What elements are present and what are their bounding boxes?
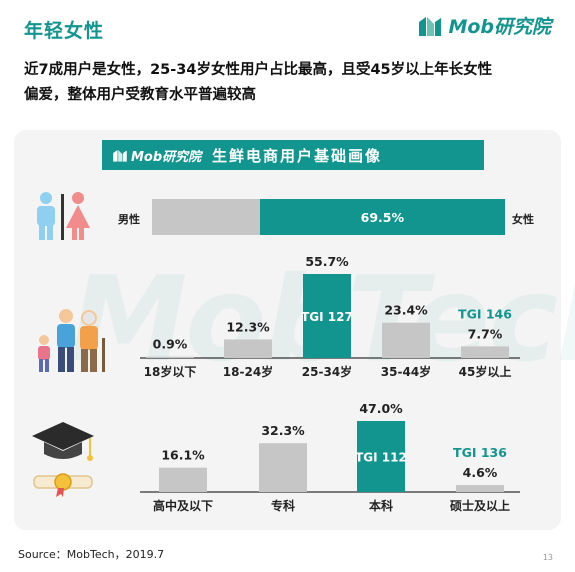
edu-category-label-3: 硕士及以上 xyxy=(450,498,510,513)
age-bar-2 xyxy=(303,274,351,358)
banner-logo-text: Mob研究院 xyxy=(131,149,202,165)
age-value-label-4: 7.7% xyxy=(468,326,503,341)
headline: 近7成用户是女性，25-34岁女性用户占比最高，且受45岁以上年长女性 偏爱，整… xyxy=(24,58,554,108)
age-bar-1 xyxy=(224,339,272,358)
age-bar-3 xyxy=(382,322,430,358)
mob-logo: Mob研究院 xyxy=(417,12,551,39)
age-category-label-0: 18岁以下 xyxy=(144,364,197,379)
gender-bar-female: 69.5% xyxy=(259,199,505,235)
gender-female-value-label: 69.5% xyxy=(360,209,405,225)
gender-label-male: 男性 xyxy=(118,213,140,226)
edu-bar-1 xyxy=(259,443,307,492)
edu-tgi-label-2: TGI 112 xyxy=(355,451,407,465)
age-value-label-0: 0.9% xyxy=(153,337,188,352)
age-value-label-1: 12.3% xyxy=(226,319,270,334)
age-category-label-3: 35-44岁 xyxy=(381,364,431,379)
age-bar-0 xyxy=(146,356,194,358)
edu-tgi-label-3: TGI 136 xyxy=(453,445,507,460)
mob-logo-text: Mob研究院 xyxy=(448,16,551,38)
edu-value-label-1: 32.3% xyxy=(261,423,305,438)
edu-bar-2 xyxy=(357,421,405,492)
edu-category-label-1: 专科 xyxy=(271,498,295,513)
age-category-label-4: 45岁以上 xyxy=(459,364,512,379)
edu-bar-0 xyxy=(159,467,207,492)
banner-logo: Mob研究院 xyxy=(102,146,212,165)
edu-category-label-0: 高中及以下 xyxy=(153,498,213,513)
age-tgi-label-4: TGI 146 xyxy=(458,306,512,321)
gender-bar-track: 69.5% xyxy=(152,199,505,235)
graduation-cap-icon xyxy=(32,422,94,497)
male-female-icon xyxy=(37,192,90,240)
source-note: Source：MobTech，2019.7 xyxy=(18,548,165,561)
edu-value-label-2: 47.0% xyxy=(359,401,403,416)
edu-bar-3 xyxy=(456,485,504,492)
age-value-label-3: 23.4% xyxy=(384,303,428,318)
mob-logo-icon xyxy=(419,16,442,36)
age-tgi-label-2: TGI 127 xyxy=(301,310,353,324)
edu-category-label-2: 本科 xyxy=(369,498,393,513)
age-value-label-2: 55.7% xyxy=(305,254,349,269)
page-number: 13 xyxy=(542,553,553,562)
headline-line-2: 偏爱，整体用户受教育水平普遍较高 xyxy=(24,87,256,103)
headline-line-1: 近7成用户是女性，25-34岁女性用户占比最高，且受45岁以上年长女性 xyxy=(24,62,493,78)
banner-title: 生鲜电商用户基础画像 xyxy=(212,146,383,165)
family-icon xyxy=(38,309,105,372)
age-category-label-2: 25-34岁 xyxy=(302,364,352,379)
banner-logo-icon xyxy=(113,149,127,162)
gender-label-female: 女性 xyxy=(512,213,534,226)
edu-value-label-0: 16.1% xyxy=(161,448,205,463)
age-category-label-1: 18-24岁 xyxy=(223,364,273,379)
age-bar-4 xyxy=(461,346,509,358)
chart-banner: Mob研究院 生鲜电商用户基础画像 xyxy=(102,140,484,170)
edu-value-label-3: 4.6% xyxy=(463,465,498,480)
section-title: 年轻女性 xyxy=(24,20,105,42)
